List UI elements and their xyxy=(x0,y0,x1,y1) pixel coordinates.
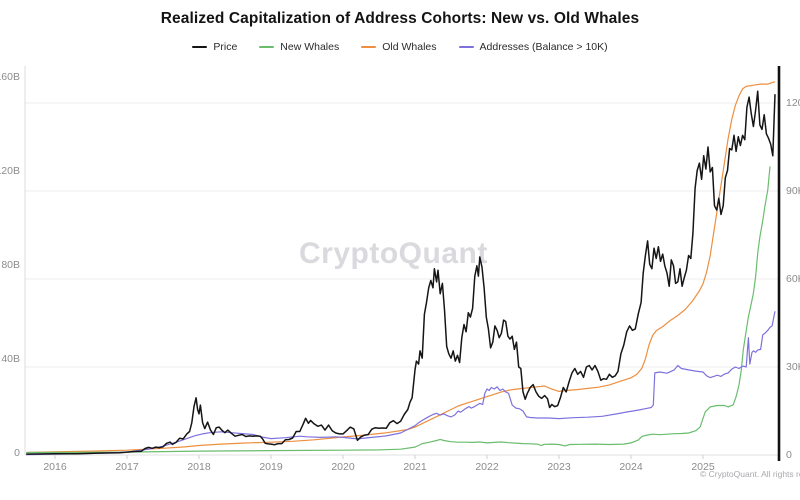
x-axis-year-label: 2021 xyxy=(403,461,427,473)
x-axis-year-label: 2025 xyxy=(691,461,715,473)
y-axis-right-label: 120K xyxy=(786,97,800,109)
y-axis-right-label: 60K xyxy=(786,273,800,285)
x-axis-year-label: 2023 xyxy=(547,461,571,473)
gridlines xyxy=(25,102,779,368)
y-axis-left-label: 80B xyxy=(1,259,20,271)
legend-item-new-whales[interactable]: New Whales xyxy=(259,41,339,53)
y-axis-left-label: 120B xyxy=(0,165,20,177)
y-axis-right-label: 30K xyxy=(786,361,800,373)
old-whales-line-swatch-icon xyxy=(361,46,377,48)
new-whales-line-swatch-icon xyxy=(259,46,275,48)
y-axis-right-label: 90K xyxy=(786,185,800,197)
series-line-price xyxy=(26,90,776,455)
series-line-addresses-balance-10k xyxy=(26,311,776,456)
price-line-swatch-icon xyxy=(192,46,208,48)
legend-label: Old Whales xyxy=(382,41,437,53)
x-axis-ticks xyxy=(54,455,704,459)
y-axis-right-label: 0 xyxy=(786,449,792,461)
x-axis-year-label: 2018 xyxy=(187,461,211,473)
y-axis-left-label: 0 xyxy=(14,447,20,459)
legend-label: Price xyxy=(213,41,238,53)
legend-item-price[interactable]: Price xyxy=(192,41,237,53)
addresses-line-swatch-icon xyxy=(458,46,474,48)
x-axis-year-label: 2022 xyxy=(475,461,499,473)
series-line-new-whales xyxy=(26,166,771,454)
copyright-note: © CryptoQuant. All rights reserved. xyxy=(700,469,800,479)
series-lines xyxy=(26,81,776,456)
y-axis-left-label: 40B xyxy=(1,353,20,365)
legend-item-old-whales[interactable]: Old Whales xyxy=(361,41,437,53)
series-line-old-whales xyxy=(26,81,776,454)
legend: Price New Whales Old Whales Addresses (B… xyxy=(0,41,800,53)
x-axis-year-label: 2019 xyxy=(259,461,283,473)
chart-title: Realized Capitalization of Address Cohor… xyxy=(160,10,640,27)
y-axis-left-label: 160B xyxy=(0,71,20,83)
x-axis-year-label: 2024 xyxy=(619,461,643,473)
x-axis-year-label: 2017 xyxy=(115,461,139,473)
x-axis-year-label: 2016 xyxy=(43,461,67,473)
x-axis-year-label: 2020 xyxy=(331,461,355,473)
legend-label: New Whales xyxy=(280,41,340,53)
legend-label: Addresses (Balance > 10K) xyxy=(479,41,608,53)
legend-item-addresses[interactable]: Addresses (Balance > 10K) xyxy=(458,41,608,53)
cryptoquant-watermark: CryptoQuant xyxy=(299,237,488,270)
